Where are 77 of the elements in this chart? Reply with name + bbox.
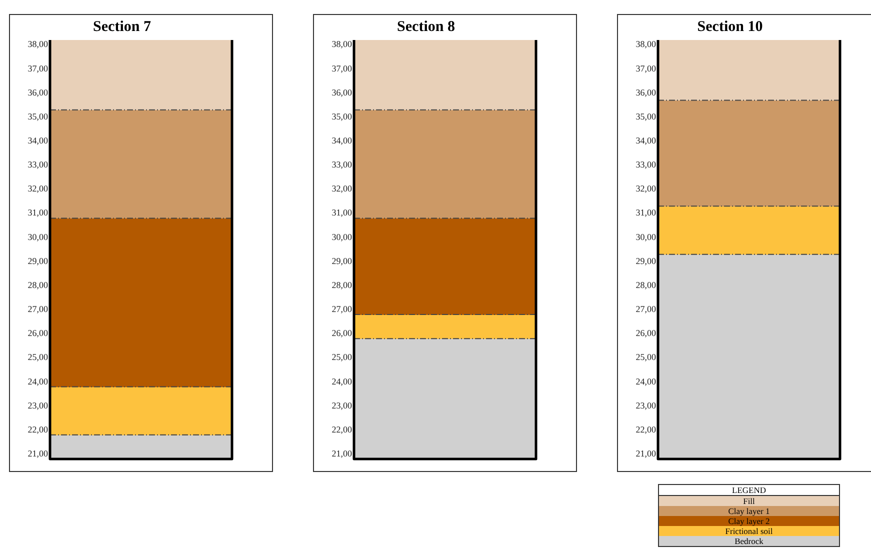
y-tick-label: 26,00 bbox=[28, 328, 48, 338]
y-tick-label: 21,00 bbox=[28, 448, 48, 459]
y-tick-label: 33,00 bbox=[636, 160, 656, 170]
y-tick-label: 29,00 bbox=[332, 256, 352, 266]
text: Frictional soil bbox=[659, 526, 839, 536]
y-tick-label: 21,00 bbox=[636, 448, 656, 459]
bar bbox=[50, 386, 232, 436]
y-tick-label: 34,00 bbox=[28, 135, 48, 146]
y-tick-label: 38,00 bbox=[28, 39, 48, 50]
y-tick-label: 24,00 bbox=[28, 376, 48, 386]
y-tick-label: 36,00 bbox=[332, 87, 352, 98]
bar bbox=[354, 314, 536, 339]
y-tick-label: 31,00 bbox=[28, 208, 48, 218]
y-tick-label: 27,00 bbox=[28, 304, 48, 314]
y-tick-label: 24,00 bbox=[332, 376, 352, 386]
bar bbox=[50, 434, 232, 459]
bar bbox=[354, 218, 536, 315]
y-tick-label: 22,00 bbox=[332, 424, 352, 434]
chart-title: Section 8 bbox=[397, 18, 455, 35]
y-tick-label: 32,00 bbox=[636, 184, 656, 194]
y-tick-label: 29,00 bbox=[28, 256, 48, 266]
y-tick-label: 35,00 bbox=[332, 111, 352, 122]
bar bbox=[658, 206, 840, 255]
bar bbox=[354, 40, 536, 110]
bar bbox=[50, 110, 232, 219]
bar bbox=[658, 40, 840, 101]
y-tick-label: 29,00 bbox=[636, 256, 656, 266]
y-tick-label: 25,00 bbox=[332, 352, 352, 362]
y-tick-label: 34,00 bbox=[636, 135, 656, 146]
y-tick-label: 28,00 bbox=[28, 280, 48, 290]
y-tick-label: 36,00 bbox=[636, 87, 656, 98]
text: Bedrock bbox=[659, 536, 839, 546]
y-tick-label: 35,00 bbox=[636, 111, 656, 122]
y-tick-label: 23,00 bbox=[332, 400, 352, 410]
y-tick-label: 31,00 bbox=[332, 208, 352, 218]
y-tick-label: 28,00 bbox=[332, 280, 352, 290]
y-tick-label: 26,00 bbox=[332, 328, 352, 338]
y-tick-label: 28,00 bbox=[636, 280, 656, 290]
y-tick-label: 37,00 bbox=[28, 63, 48, 74]
y-tick-label: 23,00 bbox=[28, 400, 48, 410]
y-tick-label: 23,00 bbox=[636, 400, 656, 410]
y-tick-label: 37,00 bbox=[636, 63, 656, 74]
y-tick-label: 27,00 bbox=[636, 304, 656, 314]
chart-title: Section 10 bbox=[697, 18, 763, 35]
bar bbox=[354, 110, 536, 219]
text: Fill bbox=[659, 496, 839, 506]
y-tick-label: 31,00 bbox=[636, 208, 656, 218]
y-tick-label: 38,00 bbox=[636, 39, 656, 50]
y-tick-label: 32,00 bbox=[332, 184, 352, 194]
y-tick-label: 25,00 bbox=[28, 352, 48, 362]
y-tick-label: 33,00 bbox=[332, 160, 352, 170]
y-tick-label: 34,00 bbox=[332, 135, 352, 146]
bar bbox=[658, 254, 840, 459]
chart-title: Section 7 bbox=[93, 18, 152, 35]
y-tick-label: 30,00 bbox=[636, 232, 656, 242]
y-tick-label: 30,00 bbox=[28, 232, 48, 242]
y-tick-label: 22,00 bbox=[28, 424, 48, 434]
bar bbox=[354, 338, 536, 459]
y-tick-label: 37,00 bbox=[332, 63, 352, 74]
y-tick-label: 21,00 bbox=[332, 448, 352, 459]
y-tick-label: 27,00 bbox=[332, 304, 352, 314]
y-tick-label: 30,00 bbox=[332, 232, 352, 242]
y-tick-label: 35,00 bbox=[28, 111, 48, 122]
y-tick-label: 36,00 bbox=[28, 87, 48, 98]
y-tick-label: 26,00 bbox=[636, 328, 656, 338]
y-tick-label: 22,00 bbox=[636, 424, 656, 434]
bar bbox=[50, 218, 232, 388]
y-tick-label: 32,00 bbox=[28, 184, 48, 194]
text: Clay layer 1 bbox=[659, 506, 839, 516]
bar bbox=[658, 100, 840, 206]
text: Clay layer 2 bbox=[659, 516, 839, 526]
y-tick-label: 33,00 bbox=[28, 160, 48, 170]
y-tick-label: 38,00 bbox=[332, 39, 352, 50]
legend-title: LEGEND bbox=[659, 485, 839, 496]
y-tick-label: 25,00 bbox=[636, 352, 656, 362]
y-tick-label: 24,00 bbox=[636, 376, 656, 386]
bar bbox=[50, 40, 232, 110]
